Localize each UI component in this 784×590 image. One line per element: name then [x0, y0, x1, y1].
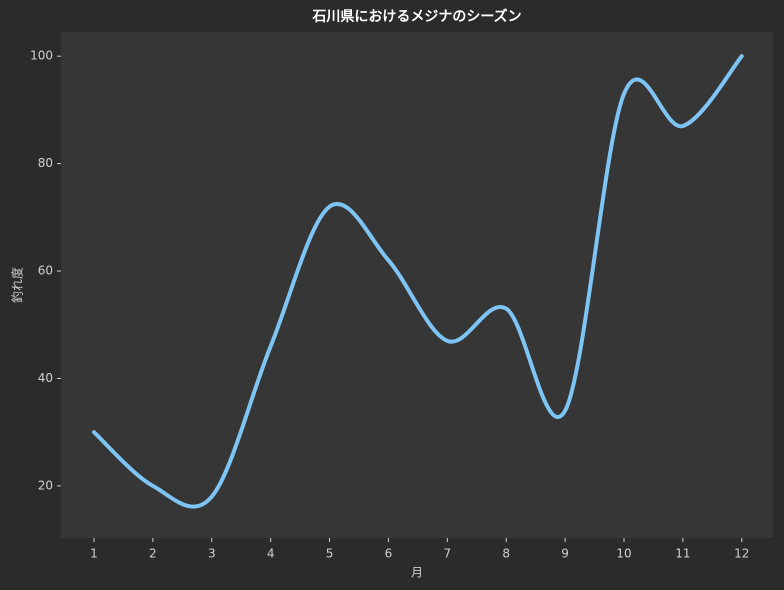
x-tick-label: 4	[267, 547, 275, 561]
x-tick-label: 10	[616, 547, 631, 561]
x-axis-label: 月	[411, 566, 423, 580]
x-tick-label: 1	[90, 547, 98, 561]
plot-area	[61, 32, 773, 538]
x-tick-label: 3	[208, 547, 216, 561]
x-tick-label: 9	[561, 547, 569, 561]
x-tick-label: 6	[385, 547, 393, 561]
x-tick-label: 7	[444, 547, 452, 561]
y-tick-label: 100	[30, 49, 53, 63]
y-tick-label: 80	[38, 156, 53, 170]
y-tick-label: 60	[38, 264, 53, 278]
y-tick-label: 40	[38, 371, 53, 385]
x-tick-label: 12	[734, 547, 749, 561]
chart-title: 石川県におけるメジナのシーズン	[311, 8, 521, 25]
x-tick-label: 11	[675, 547, 690, 561]
line-series	[91, 54, 744, 509]
x-tick-label: 5	[326, 547, 334, 561]
y-tick-label: 20	[38, 478, 53, 492]
x-tick-label: 2	[149, 547, 157, 561]
x-tick-label: 8	[502, 547, 510, 561]
y-axis-label: 釣れ度	[10, 267, 25, 303]
